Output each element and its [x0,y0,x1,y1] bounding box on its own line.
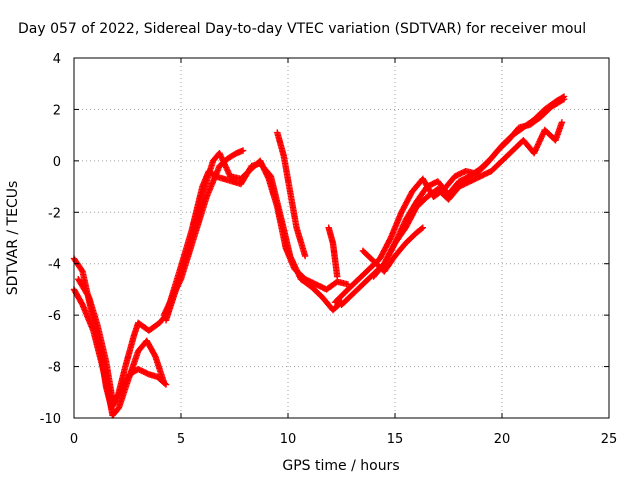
data-point [419,224,427,231]
data-point [334,273,341,280]
series-track-6 [160,147,247,319]
series-track-10 [338,119,566,309]
axis-ticks: 0 5 10 15 20 25 -10 -8 -6 -4 -2 0 2 4 [40,52,618,447]
series-track-12 [370,93,568,280]
y-tick-label: -6 [48,309,61,324]
y-axis-label: SDTVAR / TECUs [5,181,21,296]
x-tick-label: 10 [280,432,297,447]
plot-frame [73,57,610,419]
x-tick-label: 25 [601,432,618,447]
series-track-3 [75,275,170,404]
chart-title: Day 057 of 2022, Sidereal Day-to-day VTE… [18,21,586,37]
y-tick-label: -4 [48,258,61,273]
x-tick-label: 5 [177,432,185,447]
grid-lines [74,58,609,418]
series-track-5 [162,160,345,319]
y-tick-label: 4 [53,52,61,67]
data-point [161,380,169,387]
data-point [239,147,247,154]
y-tick-label: -8 [48,361,61,376]
data-point [559,94,567,101]
x-tick-label: 20 [494,432,511,447]
data-point [558,119,566,126]
x-axis-label: GPS time / hours [282,458,399,474]
x-tick-label: 15 [387,432,404,447]
y-tick-label: 0 [53,155,61,170]
series-track-7 [274,129,309,260]
y-tick-label: -10 [40,412,61,427]
data-point [560,93,568,100]
data-point [162,381,170,388]
series-track-8 [325,224,341,280]
y-tick-label: -2 [48,206,61,221]
data-points [70,93,568,419]
y-tick-label: 2 [53,103,61,118]
series-track-2 [70,286,168,419]
data-point [418,225,425,232]
data-point [301,252,309,260]
x-tick-label: 0 [70,432,78,447]
